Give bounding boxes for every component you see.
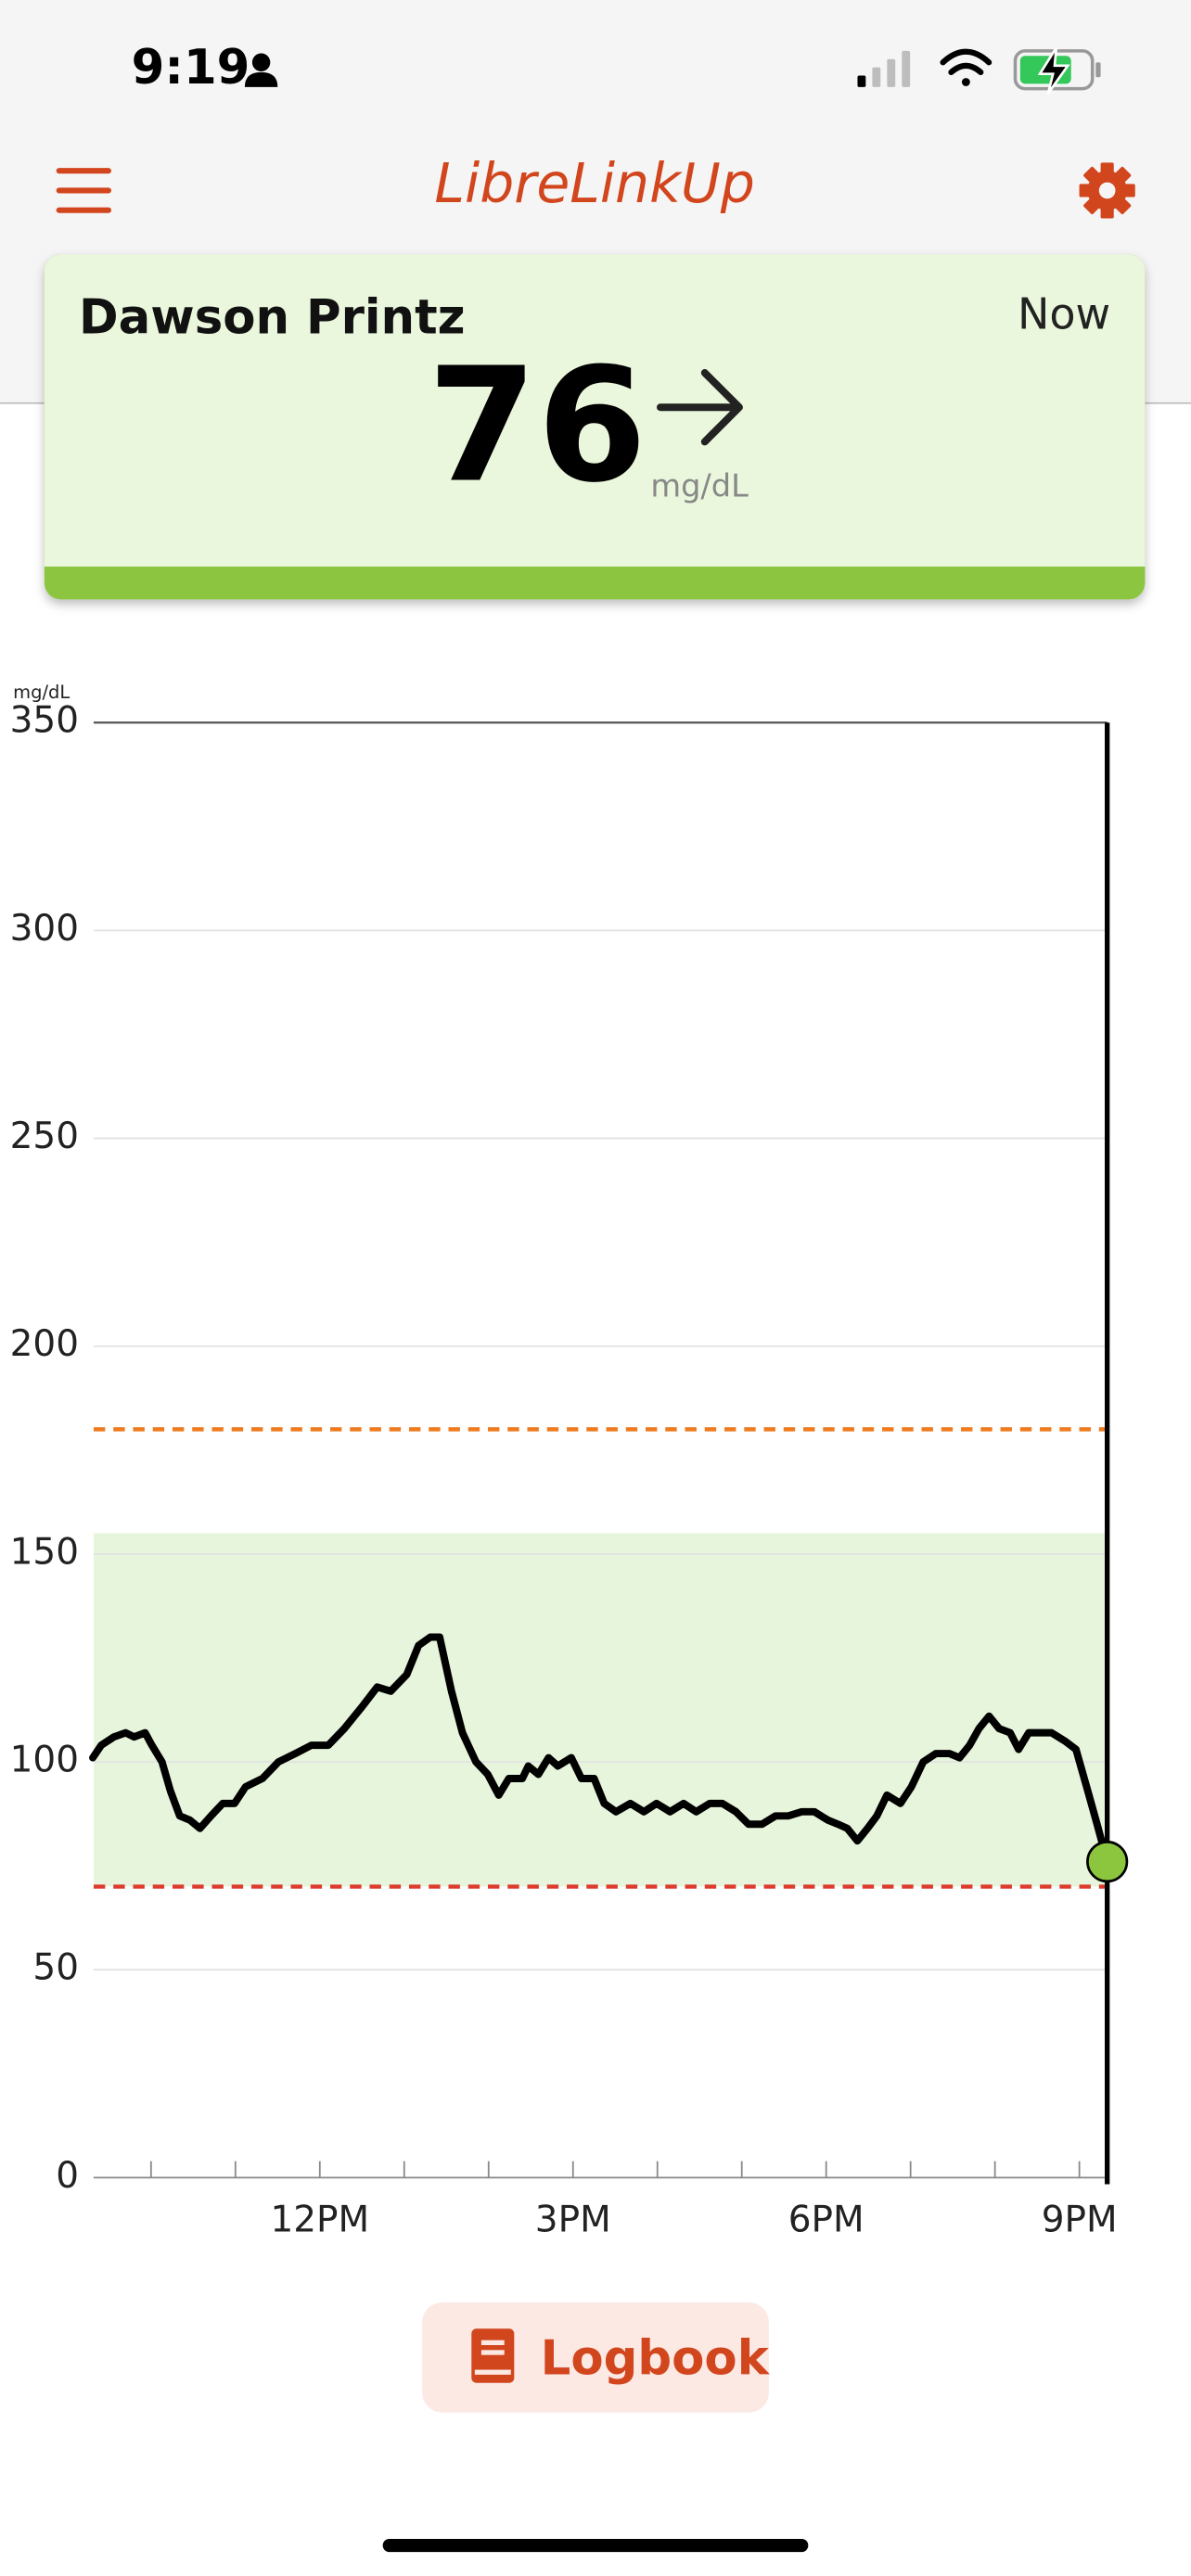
x-tick-label: 12PM	[270, 2200, 369, 2241]
y-tick-label: 350	[10, 700, 79, 742]
glucose-value: 76	[428, 334, 647, 517]
current-reading-dot	[1086, 1841, 1129, 1883]
battery-icon	[1013, 46, 1101, 95]
y-tick-label: 100	[10, 1740, 79, 1781]
home-indicator	[382, 2538, 809, 2553]
glucose-line	[89, 1633, 1111, 1866]
x-tick-label: 3PM	[535, 2200, 611, 2241]
settings-button[interactable]	[1079, 162, 1135, 219]
status-time: 9:19	[132, 40, 250, 96]
target-range	[93, 1533, 1108, 1887]
person-icon	[244, 53, 278, 87]
y-tick-label: 150	[10, 1531, 79, 1573]
y-axis-unit: mg/dL	[13, 682, 70, 703]
y-tick-label: 300	[10, 908, 79, 950]
logbook-label: Logbook	[541, 2331, 771, 2387]
signal-icon	[857, 50, 911, 87]
x-tick-label: 9PM	[1042, 2200, 1118, 2241]
y-tick-label: 0	[56, 2155, 79, 2197]
trend-arrow	[656, 369, 743, 446]
reading-time: Now	[1018, 288, 1110, 338]
glucose-unit: mg/dL	[650, 467, 749, 504]
patient-name: Dawson Printz	[79, 289, 466, 345]
logbook-button[interactable]: Logbook	[422, 2302, 771, 2413]
reading-card	[44, 254, 1146, 600]
menu-button[interactable]	[56, 168, 111, 213]
app-title: LibreLinkUp	[434, 152, 754, 215]
glucose-chart: 0 50 100 150 200 250 300 350 12PM 3PM 6PM 9PM	[10, 700, 1129, 2241]
wifi-icon	[940, 48, 992, 86]
y-tick-label: 200	[10, 1323, 79, 1365]
y-tick-label: 50	[32, 1947, 79, 1989]
x-tick-label: 6PM	[788, 2200, 864, 2241]
y-tick-label: 250	[10, 1116, 79, 1157]
logbook-icon	[471, 2328, 515, 2383]
